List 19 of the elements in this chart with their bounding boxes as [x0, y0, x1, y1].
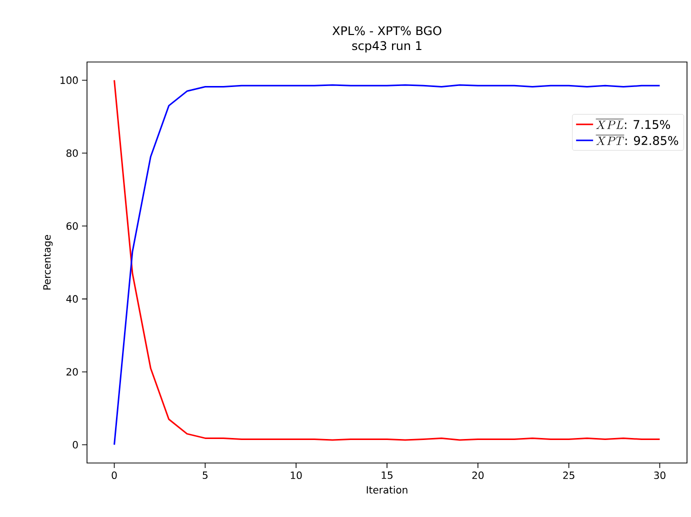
y-tick-label: 40 — [66, 295, 78, 303]
y-tick-label: 100 — [60, 76, 78, 84]
y-tick-label: 20 — [66, 368, 78, 376]
y-tick-label: 0 — [72, 440, 78, 449]
x-axis-title: Iteration — [366, 486, 408, 494]
x-tick-label: 20 — [472, 471, 484, 480]
x-tick-label: 5 — [202, 472, 208, 479]
y-axis-title: Percentage — [43, 234, 53, 290]
chart-subtitle: scp43 run 1 — [352, 41, 422, 52]
x-tick-label: 30 — [654, 471, 666, 480]
x-tick-label: 15 — [382, 472, 392, 479]
x-tick-label: 10 — [290, 471, 302, 480]
x-tick-label: 0 — [112, 471, 117, 480]
y-tick-label: 80 — [66, 149, 78, 157]
legend-label: $\overline{XPT}\text{: 92.85\%}$ — [596, 135, 678, 146]
y-tick-label: 60 — [66, 222, 78, 230]
x-tick-label: 25 — [563, 471, 574, 480]
legend-label: $\overline{XPL}\text{: 7.15\%}$ — [596, 119, 670, 130]
chart-title: XPL% - XPT% BGO — [332, 26, 442, 36]
